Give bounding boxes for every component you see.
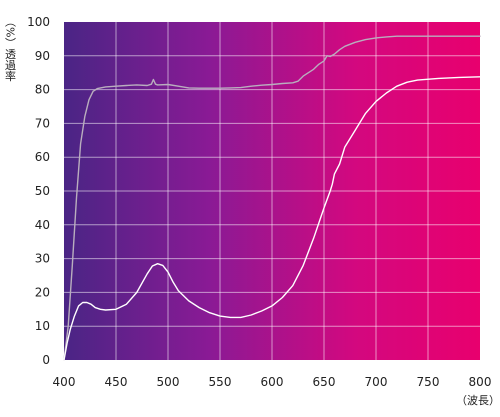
- series-layer: [63, 35, 481, 361]
- y-tick-label: 10: [35, 319, 50, 333]
- x-tick-label: 700: [365, 375, 388, 389]
- y-tick-label: 40: [35, 218, 50, 232]
- x-axis-title: （波長）: [456, 394, 500, 407]
- y-tick-label: 0: [42, 353, 50, 367]
- x-tick-label: 750: [417, 375, 440, 389]
- y-tick-label: 100: [27, 15, 50, 29]
- y-axis-title: （%）透過率: [4, 16, 17, 82]
- x-axis-ticks: 400 450 500 550 600 650 700 750 800: [53, 375, 492, 389]
- y-tick-label: 50: [35, 184, 50, 198]
- x-tick-label: 600: [261, 375, 284, 389]
- y-tick-label: 60: [35, 150, 50, 164]
- y-axis-ticks: 0 10 20 30 40 50 60 70 80 90 100: [27, 15, 50, 367]
- y-tick-label: 30: [35, 252, 50, 266]
- x-tick-label: 550: [209, 375, 232, 389]
- y-tick-label: 20: [35, 285, 50, 299]
- y-tick-label: 90: [35, 49, 50, 63]
- x-tick-label: 500: [157, 375, 180, 389]
- x-tick-label: 450: [105, 375, 128, 389]
- x-tick-label: 800: [469, 375, 492, 389]
- y-tick-label: 70: [35, 116, 50, 130]
- series-line-1: [63, 35, 481, 361]
- x-tick-label: 650: [313, 375, 336, 389]
- grid-lines: [64, 22, 480, 360]
- y-tick-label: 80: [35, 83, 50, 97]
- series-line-2: [63, 76, 481, 361]
- x-tick-label: 400: [53, 375, 76, 389]
